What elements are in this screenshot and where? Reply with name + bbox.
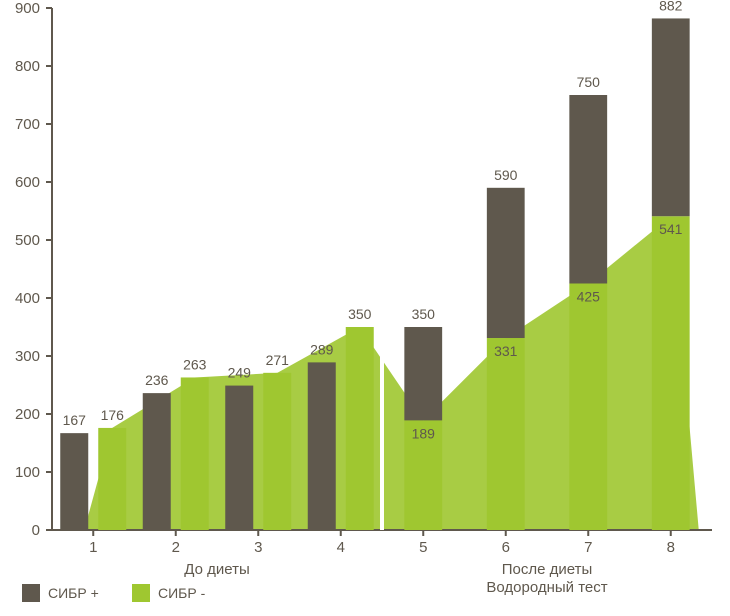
x-tick-label: 4 xyxy=(337,539,345,556)
stack-top xyxy=(569,95,607,284)
bar-value: 236 xyxy=(145,372,169,388)
bar-sib xyxy=(60,433,88,530)
legend-swatch xyxy=(22,584,40,602)
x-tick-label: 2 xyxy=(172,539,180,556)
bar-value: 271 xyxy=(266,352,290,368)
x-tick-label: 3 xyxy=(254,539,262,556)
bar-value: 249 xyxy=(228,365,252,381)
bar-nosib xyxy=(98,428,126,530)
x-tick-label: 1 xyxy=(89,539,97,556)
stack-top xyxy=(404,327,442,420)
bar-value: 176 xyxy=(101,407,125,423)
bar-value: 289 xyxy=(310,341,334,357)
stack-top xyxy=(487,188,525,338)
panel-title-left: До диеты xyxy=(184,561,249,578)
stack-value-top: 350 xyxy=(412,306,436,322)
y-tick-label: 200 xyxy=(15,406,40,423)
x-tick-label: 6 xyxy=(502,539,510,556)
stack-value-bottom: 425 xyxy=(577,289,601,305)
y-tick-label: 100 xyxy=(15,464,40,481)
stack-value-top: 750 xyxy=(577,74,601,90)
bar-nosib xyxy=(181,377,209,530)
bar-sib xyxy=(308,362,336,530)
bar-value: 350 xyxy=(348,306,372,322)
legend-label: СИБР - xyxy=(158,585,206,601)
stack-value-bottom: 189 xyxy=(412,425,436,441)
y-tick-label: 400 xyxy=(15,290,40,307)
stack-value-bottom: 541 xyxy=(659,221,683,237)
x-tick-label: 8 xyxy=(667,539,675,556)
panel-title-right: Водородный тест xyxy=(486,579,607,596)
legend-label: СИБР + xyxy=(48,585,99,601)
stack-value-top: 882 xyxy=(659,0,683,13)
y-tick-label: 500 xyxy=(15,232,40,249)
x-tick-label: 7 xyxy=(584,539,592,556)
bar-chart: 0 100 200 300 400 500 600 700 800 900 1 167 176 2 236 2… xyxy=(0,0,730,616)
legend-swatch xyxy=(132,584,150,602)
stack-top xyxy=(652,18,690,216)
y-tick-label: 600 xyxy=(15,174,40,191)
bar-value: 263 xyxy=(183,356,207,372)
y-tick-label: 800 xyxy=(15,58,40,75)
bar-nosib xyxy=(263,373,291,530)
x-tick-label: 5 xyxy=(419,539,427,556)
stack-bottom xyxy=(487,338,525,530)
bar-nosib xyxy=(346,327,374,530)
stack-value-top: 590 xyxy=(494,167,518,183)
bar-sib xyxy=(225,386,253,530)
y-tick-label: 0 xyxy=(32,522,40,539)
panel-title-right: После диеты xyxy=(502,561,593,578)
bar-value: 167 xyxy=(63,412,87,428)
bar-sib xyxy=(143,393,171,530)
stack-bottom xyxy=(652,216,690,530)
y-tick-label: 300 xyxy=(15,348,40,365)
chart-container: 0 100 200 300 400 500 600 700 800 900 1 167 176 2 236 2… xyxy=(0,0,730,616)
y-tick-label: 900 xyxy=(15,0,40,17)
stack-bottom xyxy=(569,284,607,531)
y-tick-label: 700 xyxy=(15,116,40,133)
stack-value-bottom: 331 xyxy=(494,343,518,359)
